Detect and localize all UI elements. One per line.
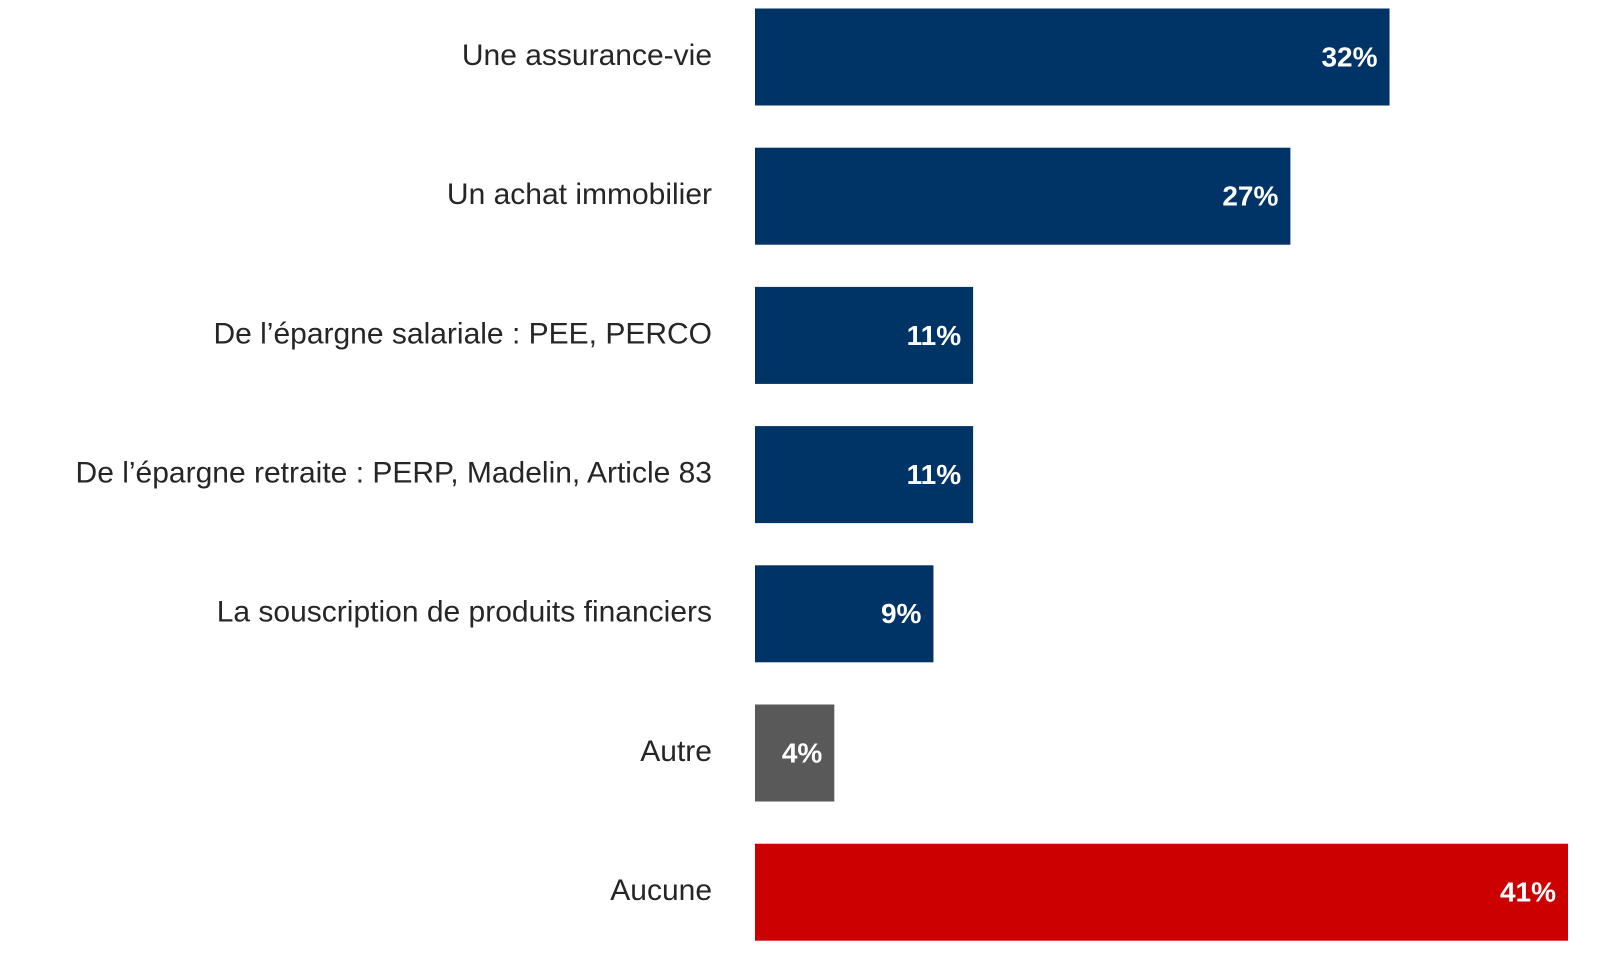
bar (755, 8, 1390, 106)
category-label: La souscription de produits financiers (217, 596, 712, 629)
category-label: Aucune (610, 874, 712, 907)
data-label: 9% (881, 598, 922, 629)
bar (755, 426, 974, 524)
bar (755, 565, 934, 663)
category-label: De l’épargne retraite : PERP, Madelin, A… (76, 457, 712, 490)
data-label: 4% (782, 737, 823, 768)
bar (755, 286, 974, 384)
data-label: 11% (907, 459, 962, 490)
category-label: Un achat immobilier (447, 178, 712, 211)
bar (755, 843, 1568, 941)
bar (755, 147, 1291, 245)
category-label: De l’épargne salariale : PEE, PERCO (213, 317, 712, 350)
category-label: Une assurance-vie (462, 39, 712, 72)
bar (755, 704, 835, 802)
data-label: 32% (1321, 41, 1377, 72)
data-label: 11% (907, 320, 962, 351)
data-label: 27% (1222, 181, 1278, 212)
data-label: 41% (1500, 877, 1556, 908)
category-label: Autre (640, 735, 712, 768)
